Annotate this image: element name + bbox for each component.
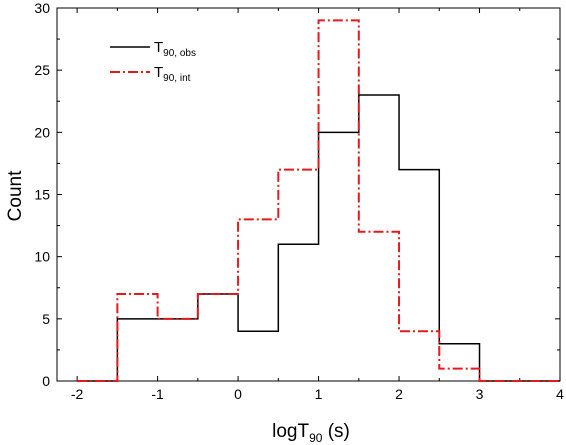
legend-label-int: T90, int bbox=[154, 64, 191, 84]
x-tick-label: -1 bbox=[151, 386, 164, 402]
plot-frame bbox=[56, 7, 561, 382]
series-line-0 bbox=[77, 94, 560, 382]
y-axis-title: Count bbox=[5, 170, 26, 221]
y-tick-label: 20 bbox=[34, 124, 50, 140]
y-tick-label: 25 bbox=[34, 62, 50, 78]
legend-label-obs: T90, obs bbox=[154, 39, 196, 59]
y-tick-label: 5 bbox=[42, 311, 50, 327]
x-tick-label: 4 bbox=[556, 386, 564, 402]
series-layer bbox=[77, 19, 560, 382]
axis-ticks bbox=[57, 7, 561, 382]
x-tick-label: 0 bbox=[234, 386, 242, 402]
y-tick-label: 15 bbox=[34, 187, 50, 203]
series-line-1 bbox=[77, 19, 560, 382]
y-tick-label: 10 bbox=[34, 249, 50, 265]
x-axis-title: logT90 (s) bbox=[272, 421, 350, 445]
axis-tick-labels: -2 -1 0 1 2 3 4 0 5 10 15 20 25 30 bbox=[34, 0, 564, 402]
x-axis-title-suffix: (s) bbox=[322, 421, 349, 442]
x-tick-label: -2 bbox=[71, 386, 84, 402]
x-tick-label: 3 bbox=[476, 386, 484, 402]
y-tick-label: 30 bbox=[34, 0, 50, 16]
x-tick-label: 2 bbox=[395, 386, 403, 402]
legend: T90, obs T90, int bbox=[110, 39, 196, 84]
x-axis-title-sub: 90 bbox=[309, 431, 323, 445]
x-tick-label: 1 bbox=[315, 386, 323, 402]
y-tick-label: 0 bbox=[42, 373, 50, 389]
x-axis-title-main: logT bbox=[272, 421, 309, 442]
